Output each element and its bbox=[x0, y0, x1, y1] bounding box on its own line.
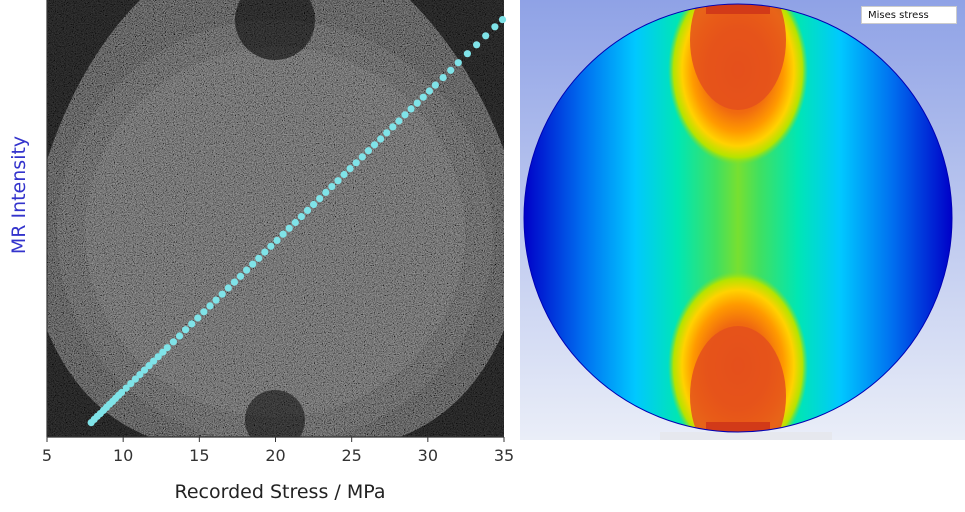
scatter-point bbox=[439, 74, 447, 82]
scatter-point bbox=[140, 366, 149, 374]
scatter-point bbox=[297, 213, 305, 221]
scatter-point bbox=[498, 16, 507, 24]
legend-label-box: Mises stress bbox=[861, 6, 957, 24]
scatter-point bbox=[249, 260, 257, 268]
scatter-point bbox=[358, 153, 366, 161]
x-tick-label: 25 bbox=[341, 446, 361, 465]
scatter-point bbox=[169, 338, 177, 346]
scatter-point bbox=[206, 302, 214, 310]
scatter-point bbox=[224, 284, 232, 292]
scatter-point bbox=[261, 248, 269, 256]
scatter-point bbox=[163, 344, 171, 352]
scatter-point bbox=[154, 353, 162, 361]
x-tick-label: 5 bbox=[42, 446, 52, 465]
scatter-point bbox=[267, 242, 275, 250]
scatter-point bbox=[447, 66, 455, 74]
scatter-point bbox=[370, 141, 379, 149]
scatter-point bbox=[431, 81, 439, 89]
x-tick-label: 15 bbox=[189, 446, 209, 465]
mises-stress-contour-plot bbox=[520, 0, 965, 440]
x-tick-label: 10 bbox=[113, 446, 133, 465]
stress-disc bbox=[524, 4, 952, 432]
y-axis-label: MR Intensity bbox=[8, 135, 30, 255]
scatter-point bbox=[389, 123, 397, 131]
scatter-point bbox=[255, 254, 263, 262]
base-strip bbox=[660, 432, 832, 440]
scatter-point bbox=[188, 320, 196, 328]
scatter-series bbox=[87, 16, 507, 427]
scatter-point bbox=[316, 195, 324, 203]
scatter-point bbox=[159, 348, 167, 356]
scatter-point bbox=[419, 93, 427, 101]
scatter-point bbox=[285, 224, 293, 232]
scatter-point bbox=[328, 183, 336, 191]
scatter-point bbox=[395, 117, 403, 125]
scatter-point bbox=[364, 147, 372, 155]
scatter-point bbox=[127, 380, 135, 388]
scatter-point bbox=[279, 230, 287, 238]
scatter-point bbox=[150, 357, 158, 365]
scatter-point bbox=[383, 129, 391, 137]
scatter-point bbox=[413, 99, 421, 107]
scatter-point bbox=[401, 111, 409, 119]
scatter-point bbox=[118, 388, 126, 397]
scatter-point bbox=[310, 200, 318, 209]
scatter-point bbox=[236, 272, 245, 280]
scatter-point bbox=[194, 314, 202, 322]
scatter-point bbox=[182, 326, 190, 334]
scatter-point bbox=[454, 59, 462, 67]
scatter-point bbox=[352, 159, 360, 167]
scatter-point bbox=[303, 206, 312, 214]
scatter-point bbox=[473, 41, 481, 49]
x-tick-label: 35 bbox=[494, 446, 514, 465]
scatter-point bbox=[131, 375, 139, 383]
scatter-point bbox=[291, 218, 299, 227]
scatter-point bbox=[377, 135, 385, 143]
mr-image-background bbox=[47, 0, 504, 437]
scatter-point bbox=[136, 371, 144, 379]
scatter-point bbox=[463, 50, 471, 58]
scatter-point bbox=[340, 170, 348, 179]
scatter-point bbox=[273, 236, 281, 244]
scatter-point bbox=[212, 296, 220, 304]
scatter-point bbox=[243, 266, 251, 274]
scatter-point bbox=[407, 105, 415, 113]
x-axis-label: Recorded Stress / MPa bbox=[174, 481, 386, 503]
scatter-point bbox=[218, 290, 226, 298]
scatter-point bbox=[322, 188, 330, 196]
scatter-point bbox=[175, 332, 184, 340]
x-tick-label: 20 bbox=[265, 446, 285, 465]
scatter-point bbox=[482, 32, 490, 40]
scatter-point bbox=[145, 362, 153, 370]
scatter-point bbox=[200, 308, 208, 316]
scatter-point bbox=[346, 165, 354, 173]
scatter-point bbox=[230, 278, 238, 286]
scatter-point bbox=[425, 87, 433, 95]
x-axis-ticks: 5 10 15 20 25 30 35 bbox=[42, 437, 514, 465]
scatter-point bbox=[491, 23, 499, 31]
x-tick-label: 30 bbox=[418, 446, 438, 465]
scatter-point bbox=[334, 177, 342, 185]
scatter-point bbox=[122, 384, 130, 392]
mr-intensity-scatter-chart: 5 10 15 20 25 30 35 bbox=[42, 0, 514, 465]
